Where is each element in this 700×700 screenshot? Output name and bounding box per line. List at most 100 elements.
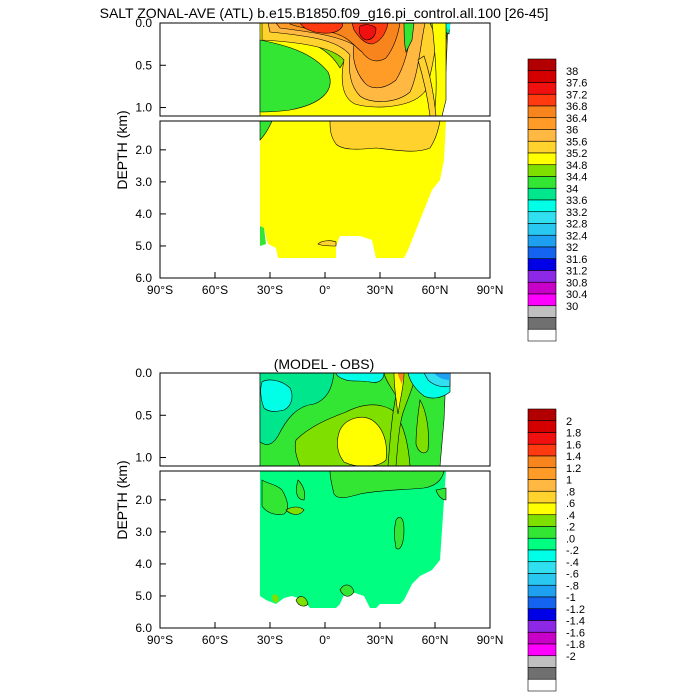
diff-x-tick-label: 30°S [257, 633, 283, 647]
diff-colorbar-label: .6 [566, 498, 575, 510]
salt-colorbar-swatch [527, 70, 557, 83]
salt-colorbar-swatch [527, 140, 557, 154]
diff-colorbar: 21.81.61.41.21.8.6.4.2.0-.2-.4-.6-.8-1-1… [527, 408, 585, 692]
diff-colorbar-swatch [527, 655, 557, 668]
salt-x-tick-label: 0° [319, 283, 331, 297]
salt-colorbar-swatch [527, 293, 557, 307]
salt-colorbar-swatch [527, 317, 557, 330]
salt-title: SALT ZONAL-AVE (ATL) b.e15.B1850.f09_g16… [100, 5, 549, 21]
diff-colorbar-swatch [527, 549, 557, 563]
diff-colorbar-swatch [527, 667, 557, 680]
salt-colorbar-label: 33.6 [566, 195, 587, 207]
diff-colorbar-swatch [527, 408, 557, 422]
diff-colorbar-label: -2 [566, 651, 576, 663]
diff-colorbar-label: -1.8 [566, 639, 585, 651]
salt-colorbar-swatch [527, 328, 557, 342]
diff-colorbar-label: -1.6 [566, 627, 585, 639]
diff-colorbar-swatch [527, 479, 557, 492]
salt-colorbar-swatch [527, 281, 557, 295]
diff-colorbar-label: -1 [566, 592, 576, 604]
diff-upper-frame [159, 372, 491, 467]
salt-colorbar-swatch [527, 58, 557, 72]
diff-colorbar-label: -1.4 [566, 616, 585, 628]
diff-y-tick-label: 4.0 [135, 557, 152, 571]
salt-colorbar-swatch [527, 223, 557, 236]
diff-colorbar-swatch [527, 631, 557, 645]
diff-y-ticks: 0.0 0.5 1.0 2.0 3.0 4.0 5.0 6.0 [135, 366, 166, 635]
salt-colorbar-swatch [527, 234, 557, 248]
diff-colorbar-swatch [527, 432, 557, 445]
diff-colorbar-label: -1.2 [566, 604, 585, 616]
diff-colorbar-swatch [527, 514, 557, 527]
diff-colorbar-swatch [527, 596, 557, 610]
diff-colorbar-label: -.2 [566, 545, 579, 557]
diff-title: (MODEL - OBS) [274, 356, 375, 372]
diff-colorbar-swatch [527, 620, 557, 633]
salt-colorbar-label: 30.4 [566, 289, 587, 301]
diff-upper-field [259, 373, 451, 466]
diff-colorbar-swatch [527, 561, 557, 574]
salt-colorbar-label: 34 [566, 183, 578, 195]
salt-colorbar-swatch [527, 105, 557, 119]
salt-colorbar-label: 36.4 [566, 113, 587, 125]
salt-y-tick-label: 0.0 [135, 16, 152, 30]
salt-colorbar-label: 31.6 [566, 254, 587, 266]
diff-x-tick-label: 90°S [147, 633, 173, 647]
salt-lower-field [259, 121, 446, 258]
salt-y-axis-label: DEPTH (km) [114, 110, 130, 189]
salt-upper-field [259, 23, 451, 116]
diff-colorbar-label: 2 [566, 416, 572, 428]
diff-colorbar-label: .8 [566, 486, 575, 498]
salt-colorbar-swatch [527, 187, 557, 201]
salt-x-ticks: 90°S 60°S 30°S 0° 30°N 60°N 90°N [147, 272, 503, 297]
diff-x-tick-label: 60°N [422, 633, 449, 647]
diff-colorbar-swatch [527, 573, 557, 586]
diff-colorbar-swatch [527, 490, 557, 504]
salt-colorbar-label: 38 [566, 66, 578, 78]
salt-x-tick-label: 60°N [422, 283, 449, 297]
salt-upper-frame [159, 22, 491, 117]
diff-colorbar-label: .0 [566, 533, 575, 545]
salt-colorbar-label: 34.4 [566, 172, 587, 184]
diff-colorbar-swatch [527, 526, 557, 539]
salt-panel: SALT ZONAL-AVE (ATL) b.e15.B1850.f09_g16… [100, 5, 587, 342]
salt-x-tick-label: 30°S [257, 283, 283, 297]
diff-colorbar-label: -.8 [566, 580, 579, 592]
salt-x-tick-label: 60°S [202, 283, 228, 297]
salt-colorbar-label: 30 [566, 301, 578, 313]
salt-y-tick-label: 6.0 [135, 271, 152, 285]
salt-y-tick-label: 1.0 [135, 101, 152, 115]
diff-colorbar-label: 1.2 [566, 463, 581, 475]
salt-colorbar-swatch [527, 93, 557, 107]
salt-colorbar-swatch [527, 199, 557, 213]
salt-colorbar-swatch [527, 305, 557, 318]
diff-x-tick-label: 90°N [477, 633, 504, 647]
salt-colorbar-swatch [527, 82, 557, 95]
diff-y-tick-label: 1.0 [135, 451, 152, 465]
salt-y-ticks: 0.0 0.5 1.0 2.0 3.0 4.0 5.0 6.0 [135, 16, 166, 285]
diff-x-tick-label: 0° [319, 633, 331, 647]
salt-colorbar-label: 32 [566, 242, 578, 254]
diff-colorbar-label: 1.6 [566, 439, 581, 451]
salt-colorbar-label: 30.8 [566, 277, 587, 289]
salt-x-tick-label: 30°N [367, 283, 394, 297]
diff-colorbar-swatch [527, 467, 557, 480]
diff-colorbar-label: -.4 [566, 557, 579, 569]
salt-colorbar-label: 32.8 [566, 219, 587, 231]
diff-colorbar-label: .4 [566, 510, 575, 522]
salt-colorbar-label: 37.6 [566, 78, 587, 90]
salt-y-tick-label: 3.0 [135, 175, 152, 189]
diff-colorbar-swatch [527, 608, 557, 621]
salt-colorbar-swatch [527, 258, 557, 271]
diff-colorbar-swatch [527, 537, 557, 551]
salt-y-tick-label: 2.0 [135, 143, 152, 157]
salt-colorbar-label: 31.2 [566, 266, 587, 278]
diff-x-tick-label: 60°S [202, 633, 228, 647]
diff-y-tick-label: 2.0 [135, 493, 152, 507]
salt-colorbar: 3837.637.236.836.43635.635.234.834.43433… [527, 58, 587, 342]
diff-colorbar-swatch [527, 502, 557, 516]
diff-colorbar-label: 1 [566, 475, 572, 487]
salt-x-tick-label: 90°N [477, 283, 504, 297]
diff-colorbar-swatch [527, 443, 557, 457]
